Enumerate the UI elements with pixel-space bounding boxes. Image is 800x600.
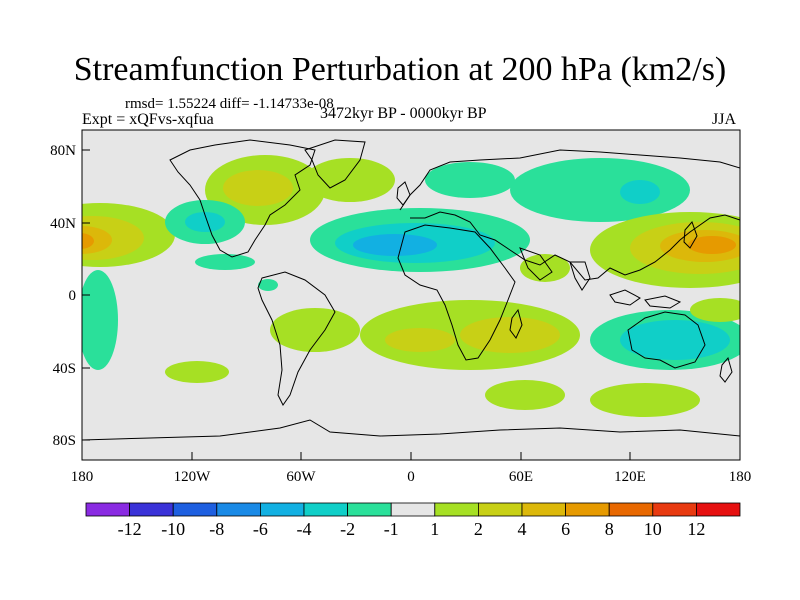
coast-uk <box>396 181 411 206</box>
lon-label-120w: 120W <box>174 469 212 485</box>
colorbar-label: -2 <box>340 519 355 539</box>
colorbar-swatch <box>129 502 174 517</box>
lat-label-40n: 40N <box>50 216 76 232</box>
colorbar-swatch <box>608 502 654 517</box>
anomaly-australia-core <box>620 320 730 360</box>
lat-label-40s: 40S <box>53 361 76 377</box>
figure-title: Streamfunction Perturbation at 200 hPa (… <box>73 51 727 88</box>
lon-label-180e: 180 <box>729 469 752 485</box>
lat-label-80n: 80N <box>50 143 76 159</box>
anomaly-wpac-peak <box>688 236 736 254</box>
coast-north-america <box>169 139 316 258</box>
colorbar-label: 12 <box>687 519 705 539</box>
anomaly-europe-negative <box>425 162 515 198</box>
coast-japan <box>683 221 698 249</box>
lon-label-60w: 60W <box>286 469 316 485</box>
stats-text: rmsd= 1.55224 diff= -1.14733e-08 <box>125 96 334 112</box>
colorbar-label: -12 <box>118 519 142 539</box>
longitude-axis: 180 120W 60W 0 60E 120E 180 <box>71 452 752 485</box>
coast-antarctica <box>82 419 740 441</box>
coast-indonesia <box>609 289 682 309</box>
coast-greenland <box>304 139 366 189</box>
anomaly-spacific-positive <box>165 361 229 383</box>
colorbar-swatch <box>652 502 697 517</box>
coast-south-asia <box>519 247 591 291</box>
coastlines <box>82 139 740 441</box>
anomaly-swpac-positive <box>690 298 740 322</box>
colorbar-label: 1 <box>430 519 439 539</box>
colorbar-label: 6 <box>561 519 570 539</box>
anomaly-eurasia-negative-core <box>620 180 660 204</box>
anomaly-npac-east-core <box>82 226 112 254</box>
anomaly-sindian-core <box>460 317 560 353</box>
colorbar: -12 -10 -8 -6 -4 -2 -1 1 2 4 6 8 10 12 <box>85 502 741 539</box>
colorbar-label: 2 <box>474 519 483 539</box>
contour-field <box>82 139 740 441</box>
colorbar-label: 4 <box>518 519 527 539</box>
colorbar-swatch <box>390 502 436 517</box>
anomaly-namerica-core <box>223 170 293 206</box>
anomaly-arabia-positive <box>520 254 570 282</box>
season-label: JJA <box>712 111 737 128</box>
colorbar-swatch <box>477 502 523 517</box>
colorbar-swatch <box>303 502 348 517</box>
colorbar-label: -4 <box>297 519 312 539</box>
colorbar-label: -6 <box>253 519 268 539</box>
colorbar-swatch <box>216 502 261 517</box>
coast-australia <box>627 311 706 369</box>
colorbar-label: 8 <box>605 519 614 539</box>
experiment-label: Expt = xQFvs-xqfua <box>82 111 214 128</box>
anomaly-nepac-negative-core <box>185 212 225 232</box>
colorbar-label: -1 <box>384 519 399 539</box>
lon-label-120e: 120E <box>614 469 646 485</box>
anomaly-subtropics-negative-core <box>353 234 437 256</box>
coast-eurasia <box>399 149 740 281</box>
colorbar-label: 10 <box>644 519 662 539</box>
lon-label-0: 0 <box>407 469 415 485</box>
anomaly-epac-negative <box>82 270 118 370</box>
lon-label-60e: 60E <box>509 469 533 485</box>
anomaly-eurasia-negative-outer <box>510 158 690 222</box>
colorbar-swatch <box>172 502 218 517</box>
colorbar-swatch <box>521 502 566 517</box>
colorbar-label: -10 <box>161 519 185 539</box>
coast-south-america <box>257 271 336 406</box>
colorbar-swatch <box>565 502 610 517</box>
period-label: 3472kyr BP - 0000kyr BP <box>320 105 487 122</box>
colorbar-swatch <box>434 502 479 517</box>
lat-label-0: 0 <box>69 288 77 304</box>
anomaly-natlantic-positive <box>305 158 395 202</box>
anomaly-samerica-positive <box>270 308 360 352</box>
anomaly-npac-east-peak <box>82 233 94 249</box>
lat-label-80s: 80S <box>53 433 76 449</box>
coast-madagascar <box>509 308 523 339</box>
lon-label-180w: 180 <box>71 469 94 485</box>
coast-africa <box>397 224 516 361</box>
colorbar-swatch <box>347 502 392 517</box>
coast-new-zealand <box>719 356 733 383</box>
anomaly-caribbean-negative <box>258 279 278 291</box>
colorbar-swatch <box>259 502 305 517</box>
latitude-axis: 80N 40N 0 40S 80S <box>50 143 90 449</box>
colorbar-swatch <box>85 502 130 517</box>
anomaly-camerica-negative <box>195 254 255 270</box>
colorbar-swatch <box>696 502 741 517</box>
anomaly-southern-ocean-b <box>590 383 700 417</box>
anomaly-southern-ocean-a <box>485 380 565 410</box>
anomaly-satlantic-core <box>385 328 455 352</box>
colorbar-label: -8 <box>209 519 224 539</box>
